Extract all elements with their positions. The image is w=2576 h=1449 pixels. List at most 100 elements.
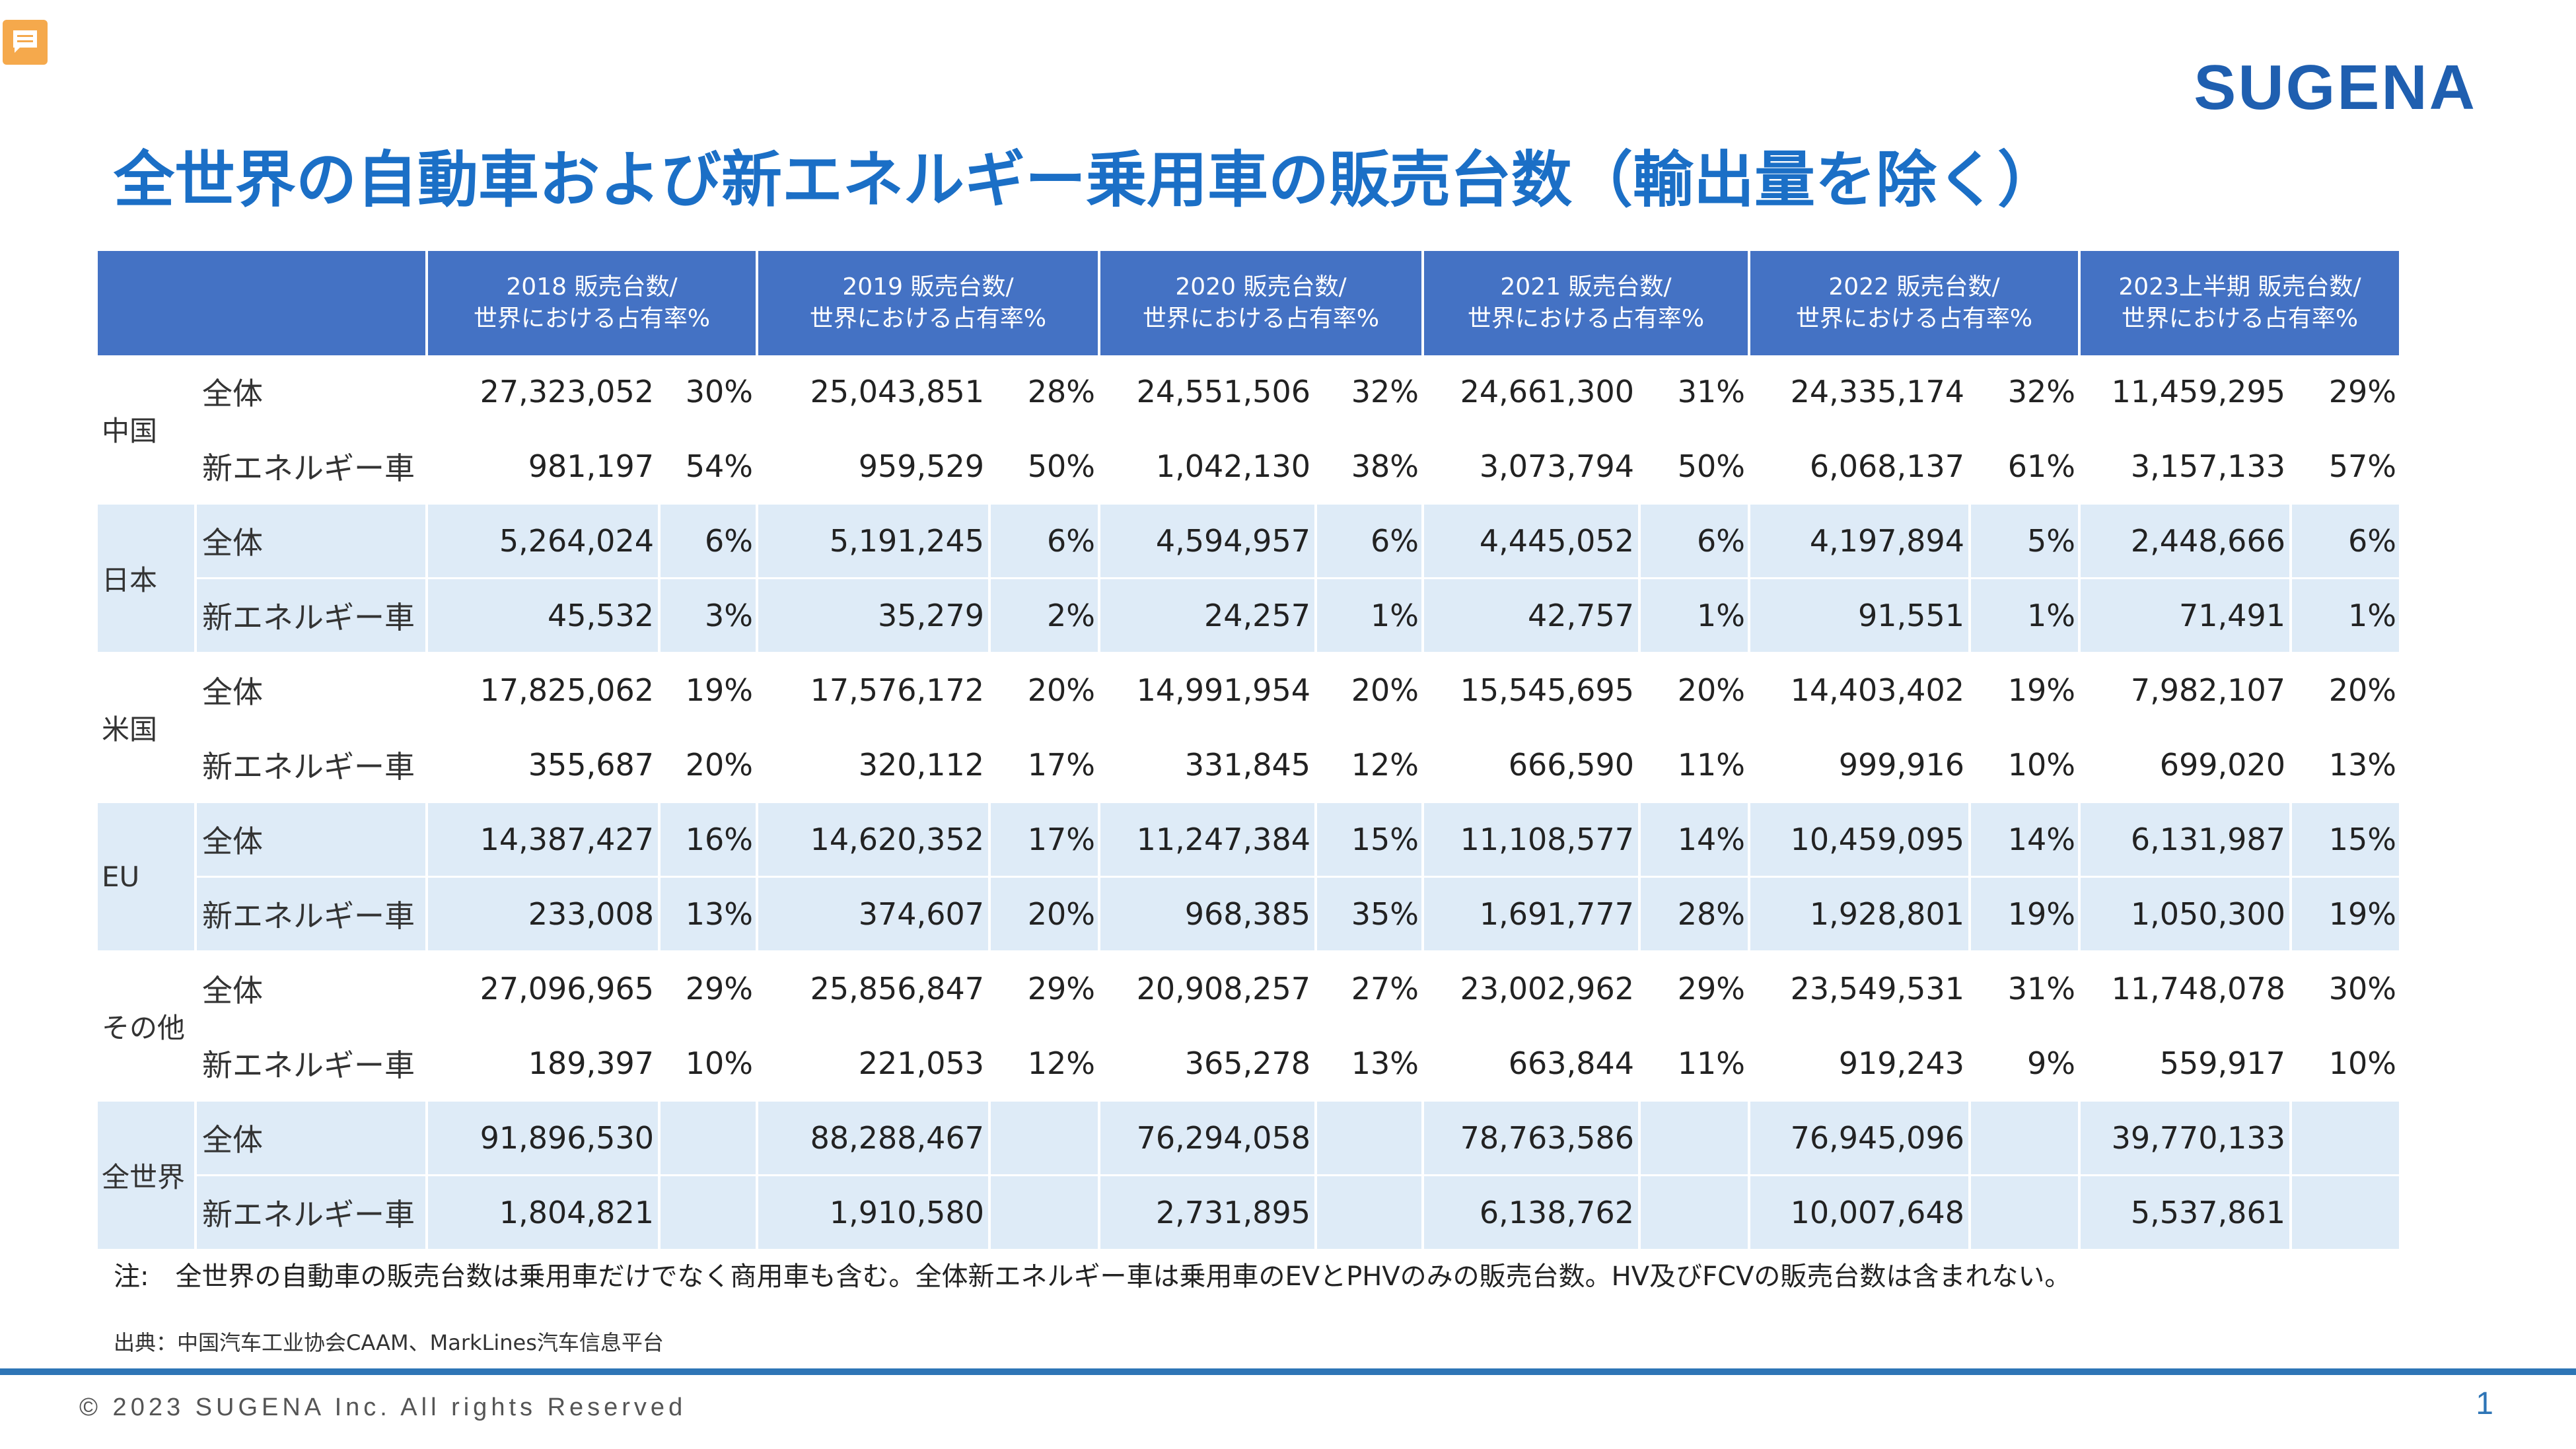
sales-count-cell: 35,279 — [756, 578, 989, 654]
sales-count-cell: 3,073,794 — [1421, 429, 1639, 505]
sales-count-cell: 39,770,133 — [2078, 1100, 2291, 1176]
share-percent-cell: 3% — [658, 578, 757, 654]
sales-count-cell: 15,545,695 — [1421, 653, 1639, 728]
share-percent-cell — [1968, 1175, 2079, 1251]
vehicle-type-label: 全体 — [194, 503, 427, 579]
column-header: 2022 販売台数/世界における占有率% — [1748, 251, 2079, 355]
vehicle-type-label: 全体 — [194, 802, 427, 878]
vehicle-type-label: 全体 — [194, 1100, 427, 1176]
vehicle-type-label: 新エネルギー車 — [194, 578, 427, 654]
sales-count-cell: 1,804,821 — [425, 1175, 659, 1251]
table-row: 新エネルギー車 45,532 3% 35,279 2% 24,257 1% 42,757 1% 9… — [98, 578, 2400, 654]
footer-divider — [0, 1368, 2576, 1375]
sales-count-cell: 699,020 — [2078, 727, 2291, 803]
share-percent-cell — [2289, 1175, 2400, 1251]
vehicle-type-label: 新エネルギー車 — [194, 429, 427, 505]
share-percent-cell: 1% — [1638, 578, 1749, 654]
region-label: 中国 — [98, 355, 196, 505]
table-row: 新エネルギー車 1,804,821 1,910,580 2,731,895 6,138,… — [98, 1175, 2400, 1251]
share-percent-cell: 5% — [1968, 503, 2079, 579]
vehicle-type-label: 新エネルギー車 — [194, 876, 427, 952]
sales-count-cell: 23,002,962 — [1421, 951, 1639, 1027]
header-corner — [98, 251, 427, 355]
sales-count-cell: 17,576,172 — [756, 653, 989, 728]
vehicle-type-label: 新エネルギー車 — [194, 1175, 427, 1251]
sales-count-cell: 24,335,174 — [1748, 355, 1970, 430]
share-percent-cell: 54% — [658, 429, 757, 505]
share-percent-cell: 6% — [988, 503, 1099, 579]
share-percent-cell: 32% — [1968, 355, 2079, 430]
sales-count-cell: 17,825,062 — [425, 653, 659, 728]
share-percent-cell — [658, 1100, 757, 1176]
share-percent-cell: 6% — [2289, 503, 2400, 579]
sales-count-cell: 374,607 — [756, 876, 989, 952]
sales-count-cell: 5,537,861 — [2078, 1175, 2291, 1251]
sales-count-cell: 189,397 — [425, 1026, 659, 1102]
sales-count-cell: 24,257 — [1098, 578, 1316, 654]
sales-count-cell: 968,385 — [1098, 876, 1316, 952]
source-citation: 出典：中国汽车工业协会CAAM、MarkLines汽车信息平台 — [114, 1330, 664, 1355]
sales-count-cell: 999,916 — [1748, 727, 1970, 803]
share-percent-cell: 10% — [658, 1026, 757, 1102]
share-percent-cell: 17% — [988, 802, 1099, 878]
share-percent-cell: 28% — [988, 355, 1099, 430]
sales-count-cell: 919,243 — [1748, 1026, 1970, 1102]
column-header: 2019 販売台数/世界における占有率% — [756, 251, 1099, 355]
vehicle-type-label: 全体 — [194, 653, 427, 728]
share-percent-cell: 29% — [988, 951, 1099, 1027]
share-percent-cell: 10% — [2289, 1026, 2400, 1102]
sales-count-cell: 663,844 — [1421, 1026, 1639, 1102]
sales-count-cell: 11,748,078 — [2078, 951, 2291, 1027]
region-label: 全世界 — [98, 1100, 196, 1251]
share-percent-cell: 11% — [1638, 1026, 1749, 1102]
sales-table: 2018 販売台数/世界における占有率% 2019 販売台数/世界における占有率… — [98, 251, 2400, 1251]
share-percent-cell: 31% — [1968, 951, 2079, 1027]
share-percent-cell: 6% — [658, 503, 757, 579]
share-percent-cell: 1% — [2289, 578, 2400, 654]
share-percent-cell: 61% — [1968, 429, 2079, 505]
share-percent-cell: 35% — [1314, 876, 1423, 952]
page-number: 1 — [2476, 1386, 2493, 1421]
table-row: 新エネルギー車 981,197 54% 959,529 50% 1,042,130 38% 3… — [98, 429, 2400, 505]
share-percent-cell: 28% — [1638, 876, 1749, 952]
share-percent-cell: 50% — [1638, 429, 1749, 505]
sales-count-cell: 331,845 — [1098, 727, 1316, 803]
sales-count-cell: 14,620,352 — [756, 802, 989, 878]
sales-count-cell: 4,197,894 — [1748, 503, 1970, 579]
copyright-text: © 2023 SUGENA Inc. All rights Reserved — [79, 1394, 687, 1421]
share-percent-cell: 29% — [2289, 355, 2400, 430]
table-row: 新エネルギー車 355,687 20% 320,112 17% 331,845 12% 666… — [98, 727, 2400, 803]
share-percent-cell: 20% — [988, 876, 1099, 952]
vehicle-type-label: 全体 — [194, 951, 427, 1027]
table-row: 米国 全体 17,825,062 19% 17,576,172 20% 14,991,954… — [98, 653, 2400, 803]
sales-count-cell: 14,991,954 — [1098, 653, 1316, 728]
table-row: 新エネルギー車 189,397 10% 221,053 12% 365,278 13% 663… — [98, 1026, 2400, 1102]
sales-count-cell: 1,691,777 — [1421, 876, 1639, 952]
share-percent-cell: 31% — [1638, 355, 1749, 430]
share-percent-cell — [988, 1175, 1099, 1251]
sales-count-cell: 78,763,586 — [1421, 1100, 1639, 1176]
region-label: EU — [98, 802, 196, 952]
share-percent-cell: 50% — [988, 429, 1099, 505]
sales-count-cell: 11,108,577 — [1421, 802, 1639, 878]
share-percent-cell: 13% — [658, 876, 757, 952]
sales-count-cell: 559,917 — [2078, 1026, 2291, 1102]
share-percent-cell: 20% — [988, 653, 1099, 728]
sales-count-cell: 7,982,107 — [2078, 653, 2291, 728]
sales-count-cell: 1,050,300 — [2078, 876, 2291, 952]
comment-icon[interactable] — [3, 20, 48, 65]
sales-count-cell: 23,549,531 — [1748, 951, 1970, 1027]
sales-count-cell: 27,096,965 — [425, 951, 659, 1027]
vehicle-type-label: 新エネルギー車 — [194, 1026, 427, 1102]
share-percent-cell: 16% — [658, 802, 757, 878]
share-percent-cell: 19% — [2289, 876, 2400, 952]
share-percent-cell: 9% — [1968, 1026, 2079, 1102]
table-body: 中国 全体 27,323,052 30% 25,043,851 28% 24,551,506… — [98, 355, 2400, 1251]
sales-count-cell: 24,551,506 — [1098, 355, 1316, 430]
sales-count-cell: 355,687 — [425, 727, 659, 803]
table-row: 日本 全体 5,264,024 6% 5,191,245 6% 4,594,957 6% 4,4… — [98, 503, 2400, 654]
table-row: 新エネルギー車 233,008 13% 374,607 20% 968,385 35% 1,6… — [98, 876, 2400, 952]
share-percent-cell: 13% — [2289, 727, 2400, 803]
share-percent-cell — [1968, 1100, 2079, 1176]
share-percent-cell: 20% — [1638, 653, 1749, 728]
